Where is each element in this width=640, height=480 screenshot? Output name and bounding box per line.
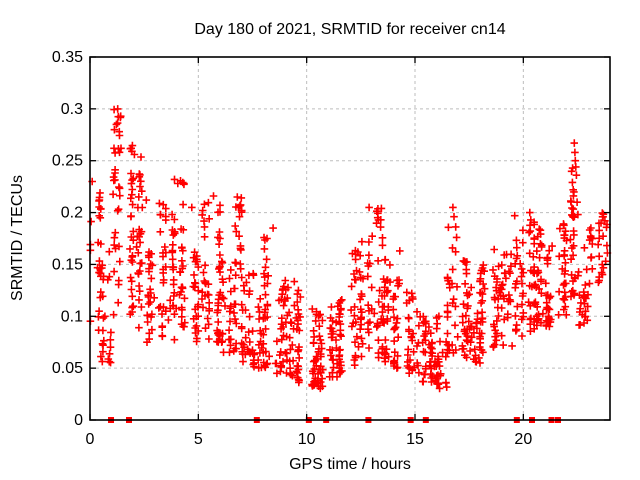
svg-text:15: 15 — [406, 431, 424, 448]
y-axis-label: SRMTID / TECUs — [9, 175, 26, 301]
plot-border-and-ticks — [89, 56, 611, 421]
x-tick-labels: 0 5 10 15 20 — [86, 431, 533, 448]
svg-text:20: 20 — [514, 431, 532, 448]
svg-text:5: 5 — [194, 431, 203, 448]
chart-title: Day 180 of 2021, SRMTID for receiver cn1… — [194, 21, 505, 38]
svg-text:0.2: 0.2 — [61, 205, 83, 222]
scatter-layer — [86, 105, 612, 393]
svg-text:0.35: 0.35 — [52, 49, 83, 66]
svg-text:0.1: 0.1 — [61, 308, 83, 325]
y-tick-labels: 0 0.05 0.1 0.15 0.2 0.25 0.3 0.35 — [52, 49, 83, 429]
svg-text:0.15: 0.15 — [52, 256, 83, 273]
svg-text:0.25: 0.25 — [52, 153, 83, 170]
svg-text:0.3: 0.3 — [61, 101, 83, 118]
x-axis-label: GPS time / hours — [289, 456, 411, 473]
svg-text:0: 0 — [86, 431, 95, 448]
grid-layer — [90, 57, 610, 420]
svg-text:10: 10 — [298, 431, 316, 448]
svg-text:0.05: 0.05 — [52, 360, 83, 377]
svg-text:0: 0 — [74, 412, 83, 429]
